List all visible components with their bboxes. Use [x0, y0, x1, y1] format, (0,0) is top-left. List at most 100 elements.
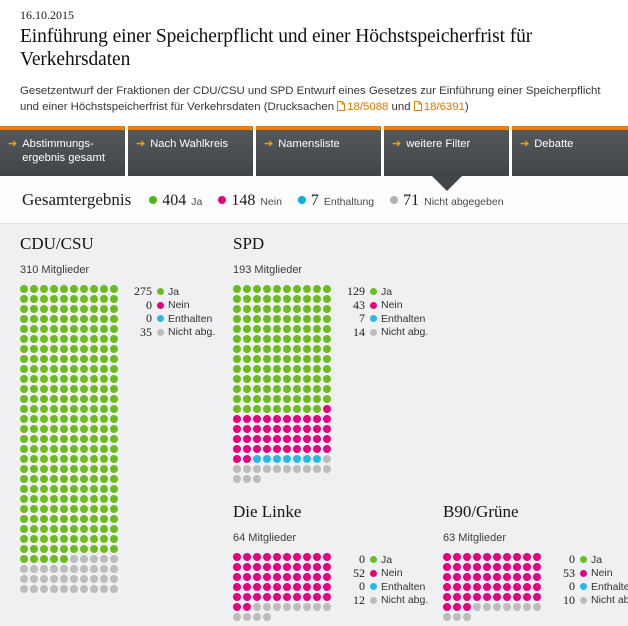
vote-dot: [80, 284, 90, 295]
vote-dot: [40, 344, 50, 355]
vote-dot: [20, 514, 30, 525]
vote-dot: [523, 602, 533, 613]
vote-dot: [233, 284, 243, 295]
vote-dot: [20, 294, 30, 305]
vote-dot: [90, 514, 100, 525]
vote-dot: [443, 612, 453, 623]
vote-dot: [50, 354, 60, 365]
vote-dot: [323, 454, 333, 465]
faction-member-count: 64 Mitglieder: [233, 531, 296, 544]
vote-dot: [243, 304, 253, 315]
vote-dot: [80, 494, 90, 505]
vote-dot: [110, 554, 120, 565]
vote-dot: [50, 454, 60, 465]
vote-dot: [20, 534, 30, 545]
vote-dot: [100, 504, 110, 515]
vote-dot: [283, 572, 293, 583]
vote-dot: [263, 434, 273, 445]
vote-dot: [303, 364, 313, 375]
vote-dot: [313, 384, 323, 395]
vote-dot: [80, 404, 90, 415]
legend-row: 43 Nein: [339, 298, 428, 312]
tab-debatte[interactable]: ➔ Debatte: [512, 125, 628, 176]
faction-member-count: 63 Mitglieder: [443, 531, 506, 544]
vote-dot: [303, 344, 313, 355]
vote-dot: [50, 474, 60, 485]
vote-dot: [533, 582, 543, 593]
vote-dot: [70, 504, 80, 515]
vote-dot: [20, 354, 30, 365]
vote-dot: [60, 424, 70, 435]
summary-label: Ja: [191, 195, 203, 208]
vote-dot: [293, 284, 303, 295]
vote-dot: [293, 572, 303, 583]
legend-row: 52 Nein: [339, 566, 428, 580]
vote-dot: [60, 404, 70, 415]
vote-dot: [313, 394, 323, 405]
legend-dot-icon: [297, 195, 306, 204]
vote-dot: [80, 374, 90, 385]
vote-dot: [303, 404, 313, 415]
vote-dot: [513, 562, 523, 573]
vote-dot: [243, 474, 253, 485]
vote-dot: [273, 572, 283, 583]
vote-dot: [303, 592, 313, 603]
tab-namensliste[interactable]: ➔ Namensliste: [256, 125, 381, 176]
vote-dot: [273, 454, 283, 465]
vote-dot: [243, 454, 253, 465]
vote-dot: [60, 574, 70, 585]
subtitle-text-end: ): [464, 101, 469, 114]
legend-count: 7: [359, 311, 365, 326]
vote-dot: [473, 582, 483, 593]
vote-dot: [313, 602, 323, 613]
vote-dot: [20, 284, 30, 295]
document-link-1[interactable]: 18/5088: [337, 101, 388, 113]
tab-abstimmungsergebnis-gesamt[interactable]: ➔ Abstimmungs- ergebnis gesamt: [0, 125, 125, 176]
vote-dot: [303, 384, 313, 395]
vote-dot: [90, 574, 100, 585]
vote-dot: [523, 572, 533, 583]
vote-dot: [233, 612, 243, 623]
vote-dot: [20, 504, 30, 515]
vote-dot: [40, 474, 50, 485]
legend-label: Enthalten: [381, 580, 426, 593]
vote-dot: [40, 434, 50, 445]
vote-dot: [293, 304, 303, 315]
vote-dot: [50, 284, 60, 295]
vote-dot: [253, 344, 263, 355]
vote-dot: [80, 464, 90, 475]
vote-dot: [70, 374, 80, 385]
vote-dot: [80, 504, 90, 515]
document-link-2[interactable]: 18/6391: [413, 101, 465, 113]
vote-dot: [233, 404, 243, 415]
vote-dot: [283, 304, 293, 315]
vote-dot: [233, 314, 243, 325]
vote-dot: [513, 582, 523, 593]
tab-nach-wahlkreis[interactable]: ➔ Nach Wahlkreis: [128, 125, 253, 176]
vote-dot: [60, 484, 70, 495]
legend-row: 14 Nicht abg.: [339, 325, 428, 339]
vote-dot: [110, 444, 120, 455]
vote-dot: [253, 464, 263, 475]
vote-dot: [263, 294, 273, 305]
vote-dot: [253, 374, 263, 385]
vote-dot: [20, 564, 30, 575]
vote-dot: [243, 444, 253, 455]
vote-dot: [70, 574, 80, 585]
summary-count: 404: [162, 191, 187, 209]
vote-dot: [90, 384, 100, 395]
vote-dot: [233, 474, 243, 485]
legend-count: 0: [146, 297, 152, 312]
vote-dot: [50, 464, 60, 475]
vote-dot: [60, 554, 70, 565]
vote-dot: [303, 572, 313, 583]
tab-weitere-filter[interactable]: ➔ weitere Filter: [384, 125, 509, 176]
vote-dot: [483, 562, 493, 573]
legend-count: 0: [569, 579, 575, 594]
vote-dot: [80, 524, 90, 535]
vote-dot: [30, 434, 40, 445]
vote-dot: [50, 574, 60, 585]
legend-row: 129 Ja: [339, 284, 428, 299]
vote-dot: [40, 284, 50, 295]
vote-dot: [273, 414, 283, 425]
